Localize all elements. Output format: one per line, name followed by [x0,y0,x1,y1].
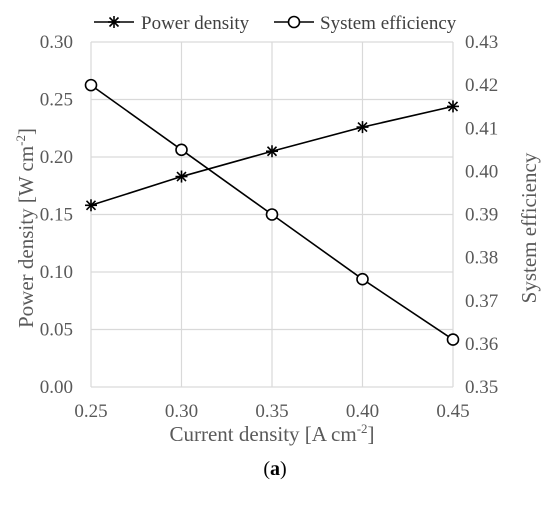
right-y-tick-label: 0.36 [465,334,498,355]
system-efficiency-point [356,272,369,286]
legend-power-density-label: Power density [141,13,250,34]
series-layer [84,78,460,346]
right-y-tick-label: 0.39 [465,205,498,226]
right-y-tick-label: 0.42 [465,75,498,96]
left-y-tick-label: 0.00 [40,377,73,398]
left-y-tick-label: 0.20 [40,147,73,168]
left-y-tick-label: 0.25 [40,90,73,111]
figure-caption: (a) [263,458,287,480]
system-efficiency-point [446,333,460,346]
system-efficiency-point [265,208,279,221]
power-density-point [356,121,369,134]
gridlines [91,41,453,387]
left-y-axis-title: Power density [W cm-2] [13,128,38,328]
power-density-point [175,170,188,183]
right-y-tick-label: 0.37 [465,291,498,312]
x-tick-label: 0.30 [165,401,198,422]
right-y-tick-label: 0.40 [465,161,498,182]
left-y-tick-label: 0.10 [40,262,73,283]
x-tick-label: 0.40 [346,401,379,422]
x-tick-label: 0.45 [436,401,469,422]
power-density-point [85,199,97,212]
left-y-tick-label: 0.05 [40,320,73,341]
left-y-tick-labels: 0.00 0.05 0.10 0.15 0.20 0.25 0.30 [40,32,73,398]
chart: 0.000.050.100.150.200.250.30 0.350.360.3… [13,13,541,446]
right-y-tick-label: 0.35 [465,377,498,398]
system-efficiency-point [84,78,98,92]
left-y-tick-label: 0.30 [40,32,73,53]
x-tick-labels: 0.25 0.30 0.35 0.40 0.45 [74,401,469,422]
power-density-point [266,145,278,158]
right-y-tick-labels: 0.35 0.36 0.37 0.38 0.39 0.40 0.41 0.42 0.43 [465,32,498,398]
left-y-tick-label: 0.15 [40,205,73,226]
right-y-tick-label: 0.43 [465,32,498,53]
x-tick-label: 0.35 [255,401,288,422]
legend-power-density-marker [108,16,120,28]
right-y-tick-label: 0.41 [465,118,498,139]
x-axis-title: Current density [A cm-2] [169,421,374,446]
legend-system-efficiency-label: System efficiency [320,13,457,34]
legend: Power density System efficiency [94,13,457,34]
right-y-tick-label: 0.38 [465,248,498,269]
caption-letter: a [270,458,280,480]
axes [90,42,454,388]
power-density-point [447,100,459,113]
right-y-axis-title: System efficiency [517,152,541,303]
x-tick-label: 0.25 [74,401,107,422]
legend-system-efficiency-marker [287,15,301,29]
system-efficiency-point [175,143,188,157]
